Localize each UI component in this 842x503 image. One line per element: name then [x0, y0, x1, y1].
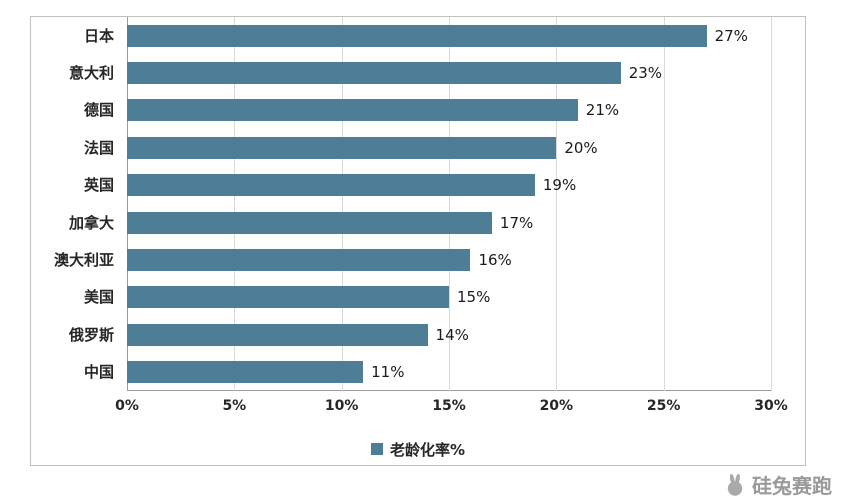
gridline: [449, 17, 450, 391]
bar: [127, 136, 557, 159]
bar: [127, 249, 471, 272]
category-label: 日本: [83, 26, 114, 45]
bar: [127, 174, 535, 197]
gridline: [341, 17, 343, 391]
plot-area: 27% 23% 21% 20% 19% 17% 16% 15% 14% 11%: [127, 17, 772, 391]
bar: [127, 24, 707, 47]
x-tick-label: 30%: [754, 398, 788, 414]
legend-swatch: [370, 443, 383, 455]
gridline: [771, 17, 772, 391]
watermark-text: 硅兔赛跑: [752, 474, 832, 498]
bar-row: 21%: [127, 92, 771, 128]
legend-label: 老龄化率%: [389, 440, 466, 459]
bar: [127, 99, 578, 122]
bar-value-label: 14%: [435, 325, 469, 344]
category-label: 俄罗斯: [68, 325, 114, 344]
bar-row: 16%: [127, 242, 771, 278]
x-tick-label: 25%: [646, 398, 681, 414]
bar-row: 27%: [127, 18, 771, 54]
category-label: 中国: [83, 363, 114, 382]
bar-value-label: 17%: [499, 213, 534, 232]
gridline: [663, 17, 665, 391]
bar-rows: 27% 23% 21% 20% 19% 17% 16% 15% 14% 11%: [127, 17, 771, 391]
bar-value-label: 20%: [564, 138, 598, 157]
bar-value-label: 11%: [371, 363, 405, 382]
category-label: 加拿大: [68, 213, 114, 232]
bar-row: 19%: [127, 167, 771, 203]
legend: 老龄化率%: [31, 438, 805, 460]
category-label: 德国: [83, 101, 114, 120]
x-tick-label: 5%: [222, 398, 247, 414]
x-tick-label: 15%: [432, 398, 466, 414]
bar-row: 15%: [127, 279, 771, 315]
bar-value-label: 21%: [585, 101, 620, 120]
bar-value-label: 16%: [478, 251, 512, 270]
gridline: [127, 17, 128, 391]
bar-value-label: 23%: [628, 64, 663, 83]
category-label: 法国: [83, 138, 114, 157]
bar: [127, 361, 364, 384]
bar: [127, 62, 621, 85]
category-label: 美国: [83, 288, 114, 307]
category-label: 澳大利亚: [53, 251, 114, 270]
gridline: [234, 17, 236, 391]
bar-value-label: 27%: [714, 26, 748, 45]
rabbit-icon: [727, 473, 743, 496]
bar-value-label: 15%: [457, 288, 491, 307]
chart-frame: 日本意大利德国法国英国加拿大澳大利亚美国俄罗斯中国 27% 23% 21% 20% 19…: [30, 16, 806, 466]
bar: [127, 323, 428, 346]
x-tick-label: 20%: [539, 398, 574, 414]
category-labels: 日本意大利德国法国英国加拿大澳大利亚美国俄罗斯中国: [31, 17, 127, 391]
category-label: 意大利: [68, 64, 114, 83]
bar: [127, 211, 492, 234]
gridline: [556, 17, 558, 391]
bar-row: 17%: [127, 205, 771, 241]
bar-row: 14%: [127, 317, 771, 353]
bar-row: 23%: [127, 55, 771, 91]
bar: [127, 286, 449, 309]
x-tick-label: 0%: [115, 398, 139, 414]
bar-row: 20%: [127, 130, 771, 166]
bar-row: 11%: [127, 354, 771, 390]
x-axis-ticks: 0% 5% 10% 15% 20% 25% 30%: [115, 396, 788, 418]
category-label: 英国: [83, 176, 114, 195]
x-tick-label: 10%: [324, 398, 359, 414]
watermark: 硅兔赛跑: [723, 470, 832, 499]
bar-value-label: 19%: [542, 176, 577, 195]
